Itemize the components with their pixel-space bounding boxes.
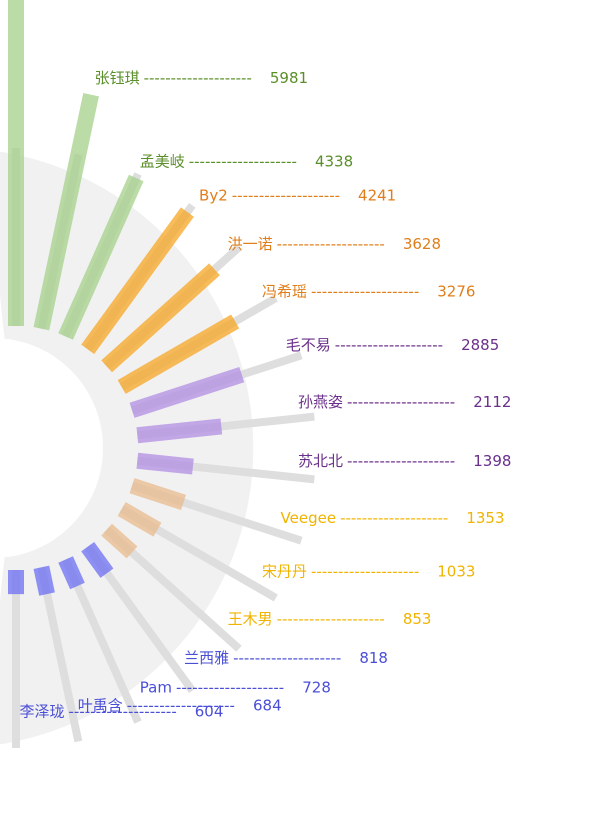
bar — [81, 207, 194, 355]
category-label: Pam — [140, 678, 172, 696]
bar — [58, 174, 144, 340]
bar — [136, 418, 223, 444]
leader-dashes: -------------------- — [277, 235, 385, 253]
leader-dashes: -------------------- — [347, 452, 455, 470]
leader-dashes: -------------------- — [232, 187, 340, 205]
category-label: 苏北北 — [298, 452, 343, 470]
value-label: 3276 — [437, 283, 475, 301]
leader-dashes: -------------------- — [69, 703, 177, 721]
bar — [136, 452, 194, 475]
bar — [33, 92, 99, 331]
category-label: Veegee — [281, 509, 337, 527]
category-label: 叶禹含 — [78, 696, 123, 714]
value-label: 1033 — [437, 563, 475, 581]
value-label: 2885 — [461, 336, 499, 354]
value-label: 818 — [359, 649, 388, 667]
value-label: 684 — [253, 696, 282, 714]
bar — [129, 367, 245, 418]
bar — [33, 565, 55, 596]
value-label: 604 — [195, 703, 224, 721]
category-label: 宋丹丹 — [262, 563, 307, 581]
bar — [81, 541, 114, 578]
track-spoke — [37, 566, 83, 743]
leader-dashes: -------------------- — [311, 563, 419, 581]
bar — [101, 523, 138, 559]
value-label: 728 — [302, 678, 331, 696]
category-label: 冯希瑶 — [262, 283, 307, 301]
category-label: 毛不易 — [286, 336, 331, 354]
value-label: 4241 — [358, 187, 396, 205]
value-label: 1398 — [473, 452, 511, 470]
category-label: 兰西雅 — [184, 649, 229, 667]
leader-dashes: -------------------- — [335, 336, 443, 354]
value-label: 3628 — [403, 235, 441, 253]
leader-dashes: -------------------- — [277, 610, 385, 628]
bar — [117, 502, 162, 537]
leader-dashes: -------------------- — [176, 678, 284, 696]
leader-dashes: -------------------- — [127, 696, 235, 714]
category-label: 李泽珑 — [19, 703, 64, 721]
leader-dashes: -------------------- — [189, 153, 297, 171]
value-label: 4338 — [315, 153, 353, 171]
category-label: 张钰琪 — [95, 69, 140, 87]
value-label: 1353 — [466, 509, 504, 527]
track-spoke — [61, 557, 142, 724]
leader-dashes: -------------------- — [144, 69, 252, 87]
value-label: 5981 — [270, 69, 308, 87]
value-label: 2112 — [473, 393, 511, 411]
category-label: 孙燕姿 — [298, 393, 343, 411]
leader-dashes: -------------------- — [340, 509, 448, 527]
bar — [101, 263, 220, 373]
bar — [117, 314, 240, 394]
category-label: 孟美岐 — [140, 153, 185, 171]
value-label: 853 — [403, 610, 432, 628]
leader-dashes: -------------------- — [347, 393, 455, 411]
leader-dashes: -------------------- — [233, 649, 341, 667]
category-label: By2 — [199, 187, 228, 205]
bar — [58, 556, 85, 590]
bar — [129, 478, 186, 511]
category-label: 洪一诺 — [228, 235, 273, 253]
leader-dashes: -------------------- — [311, 283, 419, 301]
category-label: 王木男 — [228, 610, 273, 628]
